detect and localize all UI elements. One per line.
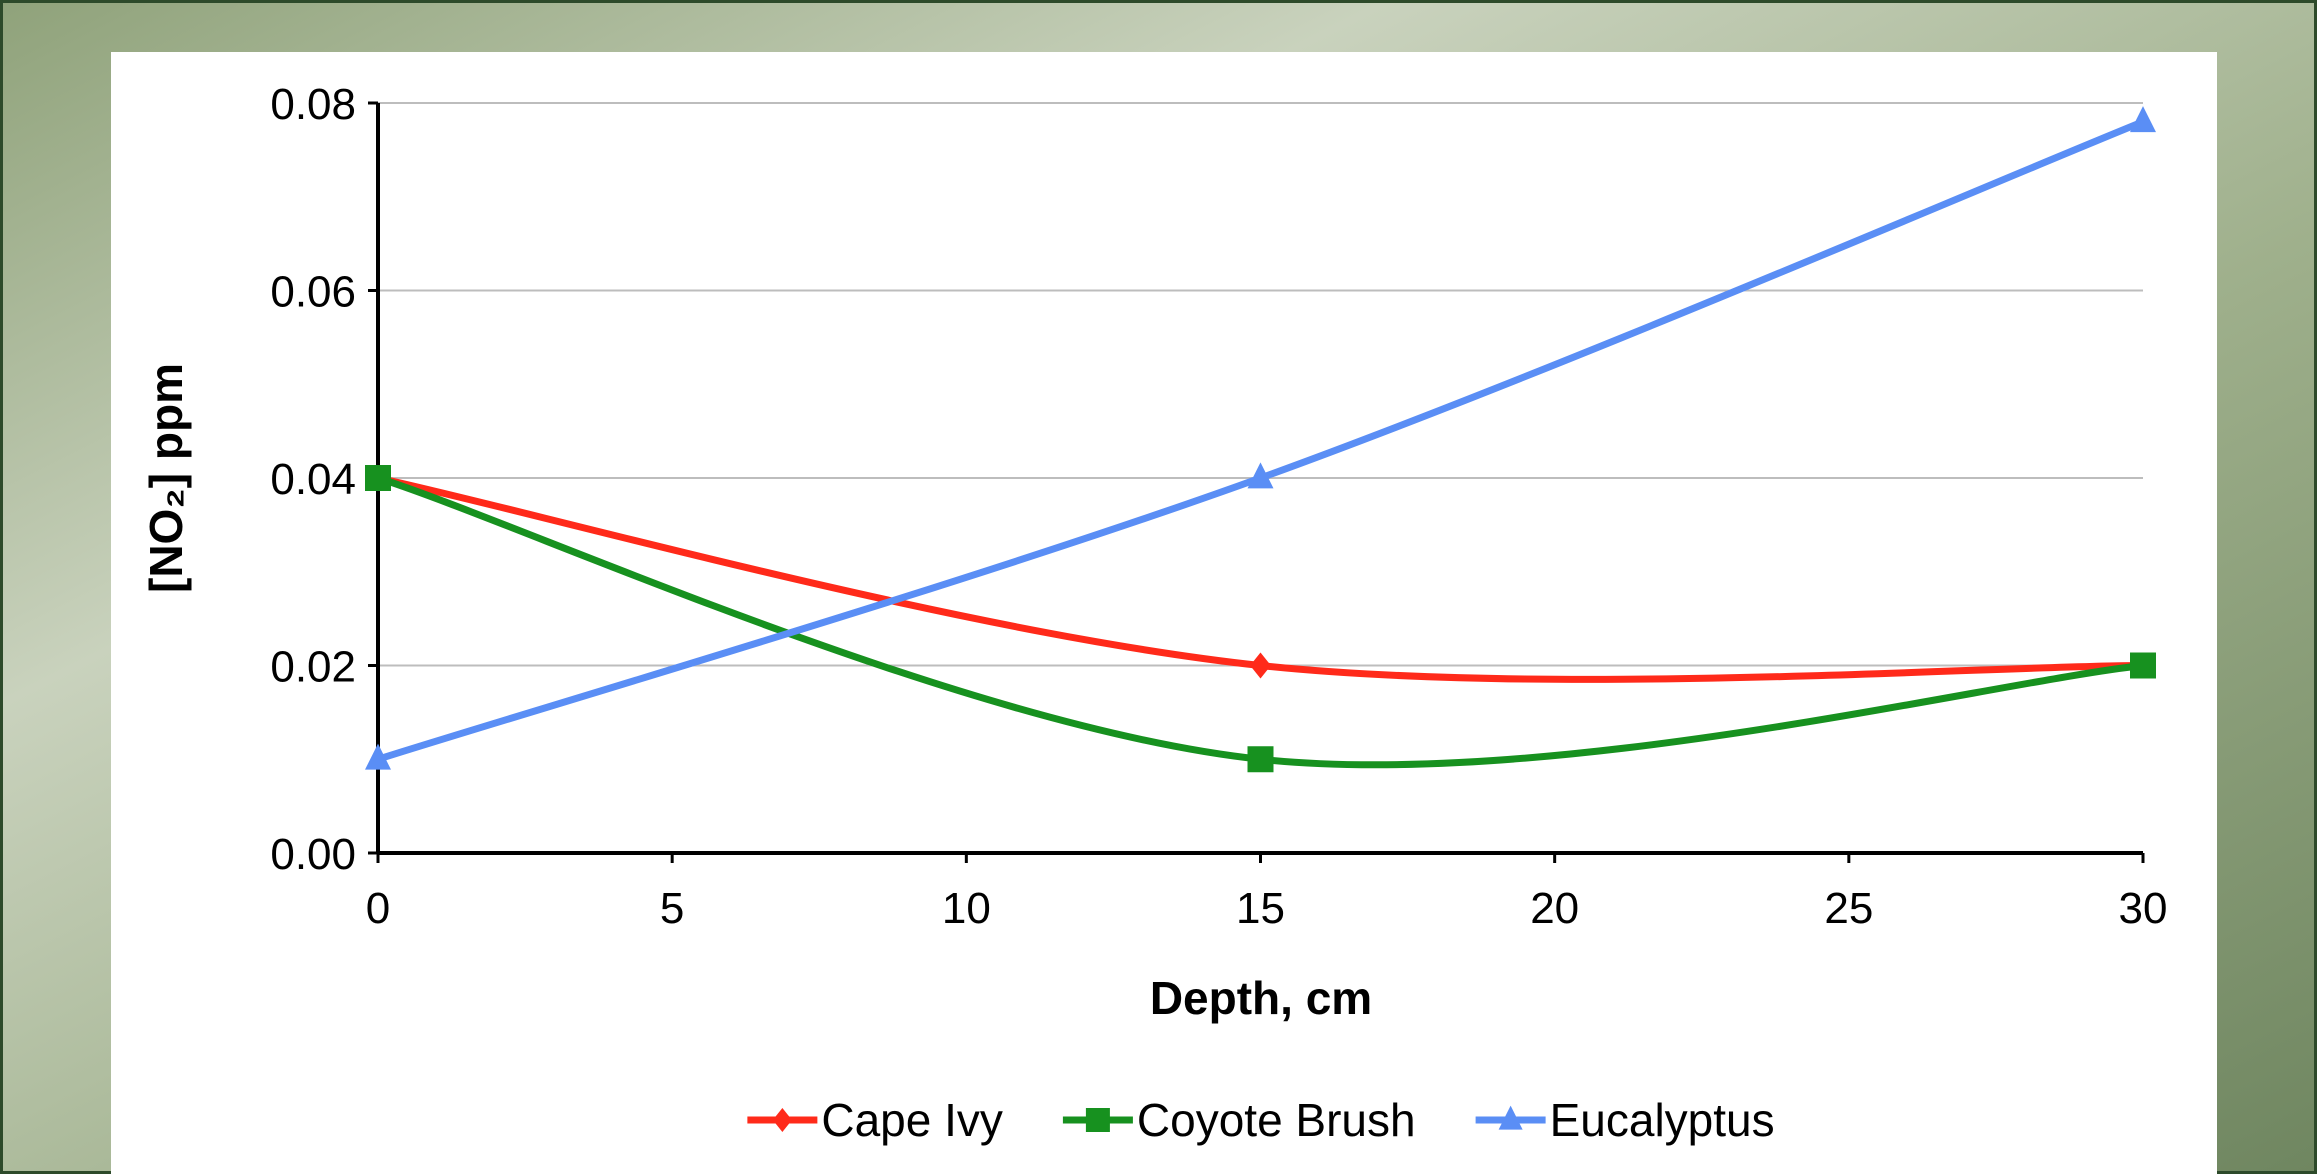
x-tick-label: 5 bbox=[660, 884, 684, 933]
legend-label: Cape Ivy bbox=[821, 1094, 1003, 1146]
legend-label: Eucalyptus bbox=[1550, 1094, 1775, 1146]
x-tick-label: 0 bbox=[366, 884, 390, 933]
x-tick-label: 30 bbox=[2119, 884, 2168, 933]
legend-label: Coyote Brush bbox=[1137, 1094, 1416, 1146]
x-tick-label: 10 bbox=[942, 884, 991, 933]
y-tick-label: 0.02 bbox=[270, 643, 356, 692]
x-tick-label: 20 bbox=[1530, 884, 1579, 933]
x-axis-title: Depth, cm bbox=[1150, 972, 1372, 1024]
data-point bbox=[2130, 653, 2156, 679]
data-point bbox=[365, 465, 391, 491]
y-tick-label: 0.04 bbox=[270, 455, 356, 504]
data-point bbox=[1248, 746, 1274, 772]
x-tick-label: 25 bbox=[1824, 884, 1873, 933]
page: {"chart_data": {"type": "line", "x_label… bbox=[0, 0, 2317, 1174]
chart: Depth, cm [NO₂] ppm 0.00 0.02 0.04 0.06 0.08… bbox=[0, 0, 2317, 1174]
y-tick-label: 0.06 bbox=[270, 268, 356, 317]
legend-marker bbox=[1086, 1108, 1110, 1132]
x-tick-label: 15 bbox=[1236, 884, 1285, 933]
y-axis-title: [NO₂] ppm bbox=[140, 363, 192, 593]
legend: Cape Ivy Coyote Brush Eucalyptus bbox=[747, 1094, 1774, 1146]
y-tick-label: 0.00 bbox=[270, 830, 356, 879]
y-tick-label: 0.08 bbox=[270, 80, 356, 129]
